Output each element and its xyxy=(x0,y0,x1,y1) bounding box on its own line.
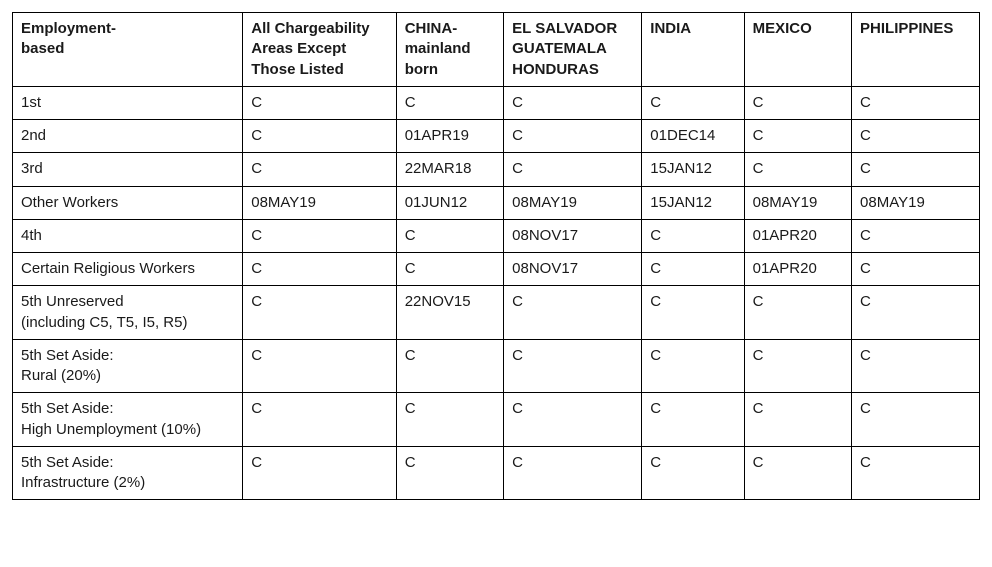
cell: C xyxy=(504,286,642,340)
row-label: 3rd xyxy=(13,153,243,186)
col-header-china: CHINA-mainland born xyxy=(396,13,503,87)
cell: C xyxy=(744,446,851,500)
table-row: 5th Set Aside:Rural (20%)CCCCCC xyxy=(13,339,980,393)
cell: C xyxy=(243,446,396,500)
cell: C xyxy=(642,393,744,447)
col-header-el-salvador: EL SALVADOR GUATEMALA HONDURAS xyxy=(504,13,642,87)
table-row: Certain Religious WorkersCC08NOV17C01APR… xyxy=(13,253,980,286)
cell: 08MAY19 xyxy=(504,186,642,219)
cell: C xyxy=(504,153,642,186)
table-row: 2ndC01APR19C01DEC14CC xyxy=(13,120,980,153)
cell: C xyxy=(852,446,980,500)
cell: C xyxy=(744,153,851,186)
table-header-row: Employment-based All Chargeability Areas… xyxy=(13,13,980,87)
col-header-mexico: MEXICO xyxy=(744,13,851,87)
cell: 08MAY19 xyxy=(243,186,396,219)
cell: C xyxy=(744,393,851,447)
cell: C xyxy=(642,86,744,119)
cell: 01DEC14 xyxy=(642,120,744,153)
cell: C xyxy=(852,393,980,447)
cell: 08MAY19 xyxy=(852,186,980,219)
table-row: 4thCC08NOV17C01APR20C xyxy=(13,219,980,252)
col-header-philippines: PHILIPPINES xyxy=(852,13,980,87)
table-body: 1stCCCCCC2ndC01APR19C01DEC14CC3rdC22MAR1… xyxy=(13,86,980,500)
cell: C xyxy=(504,339,642,393)
cell: C xyxy=(642,219,744,252)
cell: C xyxy=(852,120,980,153)
table-row: 5th Set Aside:Infrastructure (2%)CCCCCC xyxy=(13,446,980,500)
cell: C xyxy=(642,339,744,393)
table-row: 3rdC22MAR18C15JAN12CC xyxy=(13,153,980,186)
cell: 15JAN12 xyxy=(642,153,744,186)
cell: C xyxy=(852,339,980,393)
cell: C xyxy=(396,446,503,500)
cell: C xyxy=(744,120,851,153)
cell: C xyxy=(243,120,396,153)
row-label: 5th Unreserved(including C5, T5, I5, R5) xyxy=(13,286,243,340)
table-row: 5th Set Aside:High Unemployment (10%)CCC… xyxy=(13,393,980,447)
table-header: Employment-based All Chargeability Areas… xyxy=(13,13,980,87)
cell: C xyxy=(504,446,642,500)
cell: C xyxy=(396,393,503,447)
cell: 15JAN12 xyxy=(642,186,744,219)
cell: C xyxy=(396,219,503,252)
cell: 08NOV17 xyxy=(504,219,642,252)
cell: 08MAY19 xyxy=(744,186,851,219)
row-label: 5th Set Aside:Rural (20%) xyxy=(13,339,243,393)
cell: C xyxy=(504,86,642,119)
table-row: Other Workers08MAY1901JUN1208MAY1915JAN1… xyxy=(13,186,980,219)
cell: 01JUN12 xyxy=(396,186,503,219)
cell: C xyxy=(243,339,396,393)
cell: C xyxy=(504,120,642,153)
cell: C xyxy=(243,86,396,119)
cell: C xyxy=(504,393,642,447)
cell: 01APR20 xyxy=(744,219,851,252)
visa-bulletin-table: Employment-based All Chargeability Areas… xyxy=(12,12,980,500)
cell: C xyxy=(396,339,503,393)
cell: 01APR20 xyxy=(744,253,851,286)
cell: 08NOV17 xyxy=(504,253,642,286)
cell: C xyxy=(852,86,980,119)
col-header-india: INDIA xyxy=(642,13,744,87)
cell: 22MAR18 xyxy=(396,153,503,186)
row-label: Certain Religious Workers xyxy=(13,253,243,286)
row-label: 4th xyxy=(13,219,243,252)
cell: C xyxy=(852,253,980,286)
cell: C xyxy=(744,286,851,340)
cell: C xyxy=(243,253,396,286)
table-row: 1stCCCCCC xyxy=(13,86,980,119)
cell: C xyxy=(852,286,980,340)
cell: C xyxy=(243,153,396,186)
cell: C xyxy=(243,219,396,252)
row-label: Other Workers xyxy=(13,186,243,219)
cell: C xyxy=(852,219,980,252)
cell: C xyxy=(396,253,503,286)
cell: C xyxy=(642,253,744,286)
cell: C xyxy=(744,339,851,393)
cell: 01APR19 xyxy=(396,120,503,153)
table-row: 5th Unreserved(including C5, T5, I5, R5)… xyxy=(13,286,980,340)
col-header-all-chargeability: All Chargeability Areas Except Those Lis… xyxy=(243,13,396,87)
row-label: 5th Set Aside:Infrastructure (2%) xyxy=(13,446,243,500)
cell: C xyxy=(642,286,744,340)
col-header-employment-based: Employment-based xyxy=(13,13,243,87)
cell: C xyxy=(744,86,851,119)
cell: C xyxy=(396,86,503,119)
row-label: 1st xyxy=(13,86,243,119)
cell: C xyxy=(642,446,744,500)
cell: 22NOV15 xyxy=(396,286,503,340)
cell: C xyxy=(243,393,396,447)
cell: C xyxy=(852,153,980,186)
row-label: 2nd xyxy=(13,120,243,153)
cell: C xyxy=(243,286,396,340)
row-label: 5th Set Aside:High Unemployment (10%) xyxy=(13,393,243,447)
